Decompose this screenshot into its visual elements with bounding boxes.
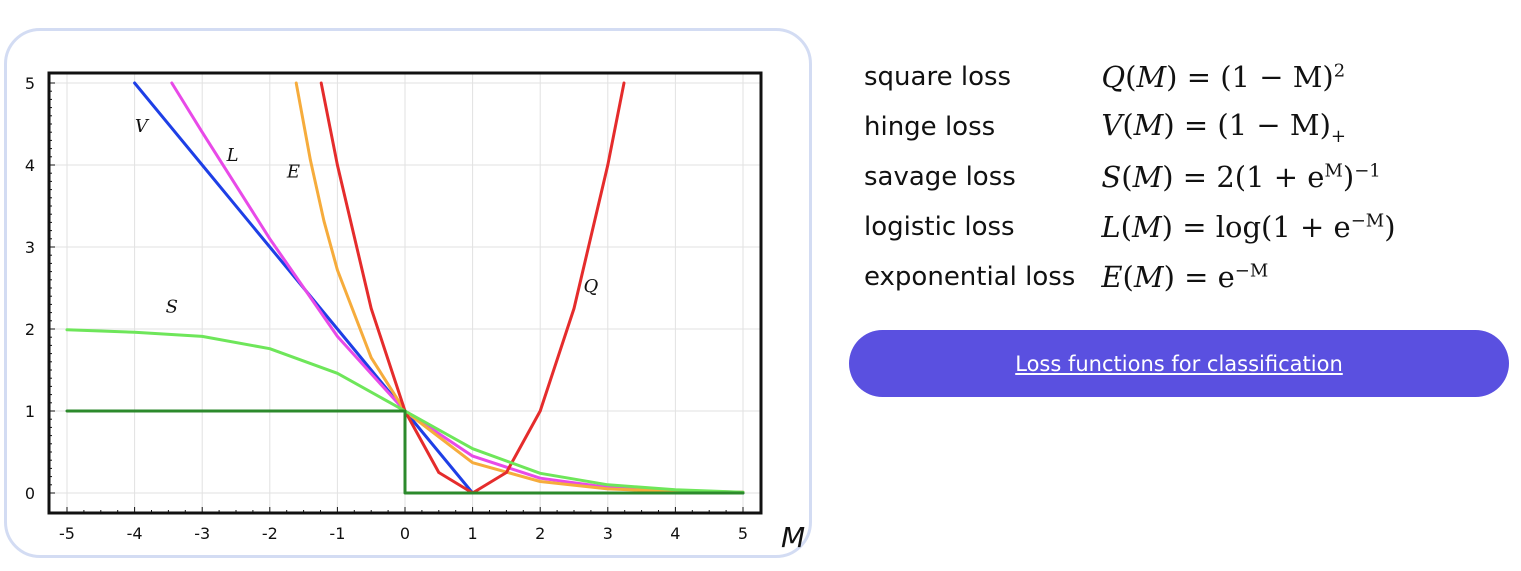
y-tick-label: 3: [25, 238, 35, 257]
y-tick-label: 0: [25, 484, 35, 503]
x-tick-label: -3: [194, 524, 210, 543]
loss-name: logistic loss: [864, 212, 1015, 242]
loss-formula: E(M) = e−M: [1101, 260, 1269, 294]
x-tick-label: -1: [329, 524, 345, 543]
curve-label-e: E: [286, 161, 300, 182]
x-tick-label: 4: [670, 524, 680, 543]
loss-legend: square loss Q(M) = (1 − M)2 hinge loss V…: [864, 52, 1396, 302]
loss-chart: -5 -4 -3 -2 -1 0 1 2 3 4 5 0 1 2 3 4 5 M V L E S Q: [25, 71, 805, 554]
x-tick-label: 3: [603, 524, 613, 543]
curve-label-l: L: [226, 145, 239, 166]
y-tick-label: 5: [25, 74, 35, 93]
loss-functions-link-button[interactable]: Loss functions for classification: [849, 330, 1509, 397]
x-tick-label: -5: [59, 524, 75, 543]
x-tick-label: -4: [127, 524, 143, 543]
y-tick-label: 4: [25, 156, 35, 175]
series-line-step: [65, 409, 745, 495]
legend-row-savage: savage loss S(M) = 2(1 + eM)−1: [864, 152, 1396, 202]
y-tick-label: 2: [25, 320, 35, 339]
loss-formula: S(M) = 2(1 + eM)−1: [1101, 160, 1381, 194]
x-tick-label: 5: [738, 524, 748, 543]
legend-row-square: square loss Q(M) = (1 − M)2: [864, 52, 1396, 102]
loss-name: hinge loss: [864, 112, 996, 142]
x-tick-label: 1: [468, 524, 478, 543]
legend-row-exponential: exponential loss E(M) = e−M: [864, 252, 1396, 302]
x-tick-label: 0: [400, 524, 410, 543]
curve-label-s: S: [166, 297, 178, 318]
chart-card: -5 -4 -3 -2 -1 0 1 2 3 4 5 0 1 2 3 4 5 M V L E S Q: [4, 28, 812, 558]
series-line-e: [294, 81, 745, 494]
loss-name: savage loss: [864, 162, 1016, 192]
series-line-l: [170, 81, 745, 494]
loss-name: square loss: [864, 62, 1012, 92]
legend-row-logistic: logistic loss L(M) = log(1 + e−M): [864, 202, 1396, 252]
legend-row-hinge: hinge loss V(M) = (1 − M)+: [864, 102, 1396, 152]
curve-label-q: Q: [584, 276, 599, 297]
x-tick-label: -2: [262, 524, 278, 543]
link-button-label[interactable]: Loss functions for classification: [1015, 351, 1343, 376]
loss-formula: V(M) = (1 − M)+: [1101, 107, 1347, 147]
x-tick-label: 2: [535, 524, 545, 543]
y-tick-label: 1: [25, 402, 35, 421]
curve-label-v: V: [135, 116, 150, 137]
x-axis-label: M: [781, 521, 805, 554]
loss-name: exponential loss: [864, 262, 1076, 292]
loss-formula: L(M) = log(1 + e−M): [1101, 210, 1396, 244]
loss-formula: Q(M) = (1 − M)2: [1101, 60, 1346, 94]
